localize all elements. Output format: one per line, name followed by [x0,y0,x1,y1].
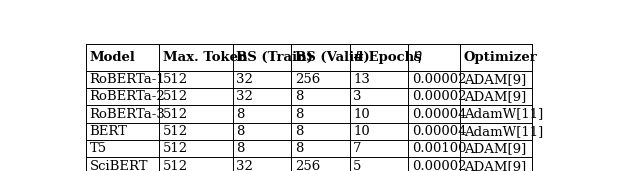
Text: 8: 8 [295,108,303,121]
Text: 32: 32 [236,73,253,86]
Text: $\eta$: $\eta$ [412,49,422,65]
Text: 5: 5 [353,160,362,171]
Text: BERT: BERT [90,125,127,138]
Text: ADAM[9]: ADAM[9] [464,90,526,103]
Text: RoBERTa-3: RoBERTa-3 [90,108,165,121]
Text: 32: 32 [236,90,253,103]
Text: Optimizer: Optimizer [464,51,538,64]
Text: 0.00002: 0.00002 [412,160,467,171]
Text: 7: 7 [353,142,362,155]
Text: 512: 512 [163,160,188,171]
Text: RoBERTa-1: RoBERTa-1 [90,73,165,86]
Text: 8: 8 [236,142,244,155]
Text: 32: 32 [236,160,253,171]
Text: 0.00004: 0.00004 [412,108,467,121]
Text: SciBERT: SciBERT [90,160,148,171]
Text: 512: 512 [163,90,188,103]
Text: AdamW[11]: AdamW[11] [464,108,543,121]
Text: Max. Token: Max. Token [163,51,247,64]
Text: 8: 8 [295,90,303,103]
Text: 8: 8 [295,142,303,155]
Text: 256: 256 [295,160,320,171]
Text: 512: 512 [163,108,188,121]
Text: 8: 8 [236,108,244,121]
Text: AdamW[11]: AdamW[11] [464,125,543,138]
Text: 10: 10 [353,108,370,121]
Text: 512: 512 [163,73,188,86]
Text: 0.00002: 0.00002 [412,73,467,86]
Text: T5: T5 [90,142,106,155]
Text: Model: Model [90,51,135,64]
Text: 512: 512 [163,125,188,138]
Text: 0.00100: 0.00100 [412,142,467,155]
Text: # Epochs: # Epochs [353,51,422,64]
Text: 13: 13 [353,73,370,86]
Text: RoBERTa-2: RoBERTa-2 [90,90,165,103]
Text: ADAM[9]: ADAM[9] [464,73,526,86]
Text: 512: 512 [163,142,188,155]
Text: 0.00002: 0.00002 [412,90,467,103]
Text: 10: 10 [353,125,370,138]
Text: 8: 8 [295,125,303,138]
Text: 0.00004: 0.00004 [412,125,467,138]
Text: 256: 256 [295,73,320,86]
Text: ADAM[9]: ADAM[9] [464,160,526,171]
Text: 3: 3 [353,90,362,103]
Text: ADAM[9]: ADAM[9] [464,142,526,155]
Text: BS (Valid): BS (Valid) [295,51,369,64]
Text: BS (Train): BS (Train) [236,51,313,64]
Text: 8: 8 [236,125,244,138]
